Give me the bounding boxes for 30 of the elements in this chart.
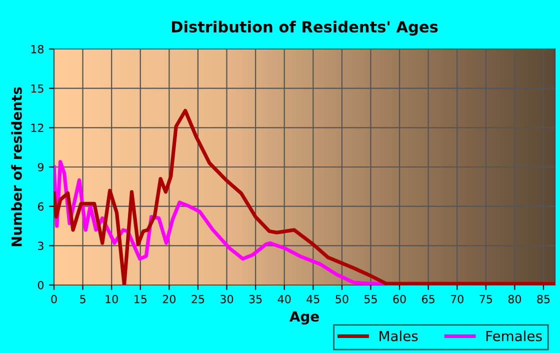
chart-title: Distribution of Residents' Ages (172, 20, 438, 36)
x-tick-label: 70 (450, 294, 464, 304)
y-tick-label: 6 (38, 202, 44, 211)
x-tick-label: 80 (508, 294, 522, 304)
x-tick-label: 50 (336, 294, 348, 304)
x-tick-label: 85 (537, 294, 550, 304)
x-axis-title: Age (290, 311, 319, 324)
y-tick-label: 18 (31, 44, 44, 54)
x-tick-label: 45 (306, 295, 320, 304)
y-tick-label: 15 (31, 84, 44, 93)
y-tick-label: 9 (38, 162, 44, 172)
x-tick-label: 25 (192, 294, 204, 304)
x-tick-label: 35 (249, 294, 262, 304)
x-tick-label: 65 (422, 294, 434, 304)
x-tick-label: 20 (162, 294, 176, 304)
x-tick-label: 40 (278, 294, 291, 304)
y-tick-label: 12 (31, 124, 44, 132)
x-tick-label: 0 (51, 294, 57, 304)
y-tick-label: 0 (38, 280, 44, 290)
x-tick-label: 75 (480, 295, 492, 304)
x-tick-label: 5 (80, 295, 86, 304)
x-tick-label: 30 (220, 294, 234, 304)
x-tick-label: 60 (393, 294, 406, 304)
y-axis-title: Number of residents (11, 87, 22, 246)
legend-label: Females (486, 330, 542, 342)
x-tick-label: 10 (106, 294, 118, 304)
x-tick-label: 55 (364, 295, 377, 304)
legend-label: Males (380, 330, 418, 342)
y-tick-label: 3 (38, 242, 44, 250)
x-tick-label: 15 (134, 295, 146, 304)
